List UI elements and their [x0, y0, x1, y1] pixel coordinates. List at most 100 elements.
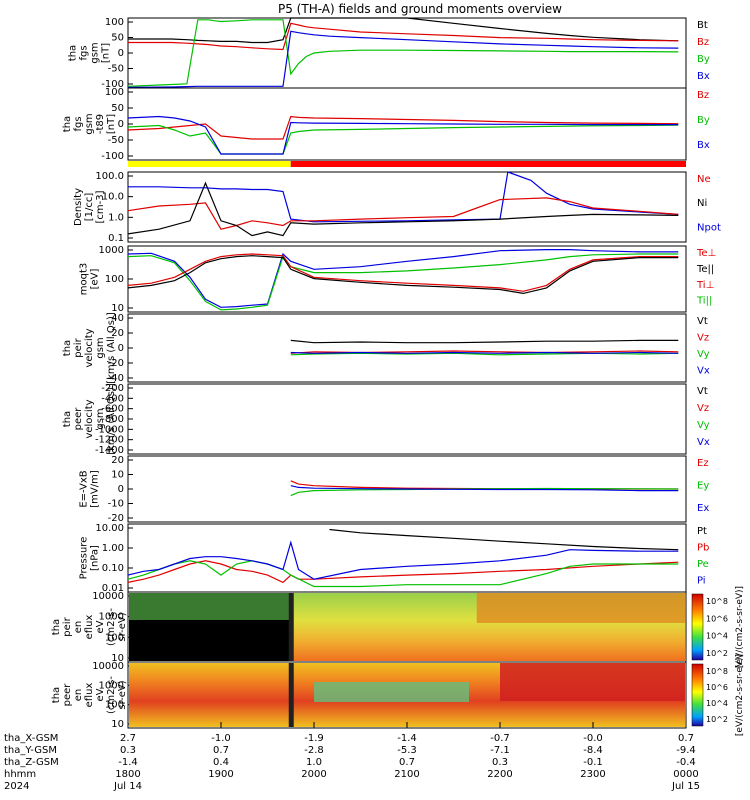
series-Vt: [290, 339, 679, 344]
y-tick-label: -40: [108, 373, 124, 384]
panel-5: thapeervelocitygsm[km/s (All Qs)]-200-40…: [62, 383, 710, 456]
footer-value: 0.4: [213, 757, 229, 768]
legend-Pt: Pt: [697, 526, 707, 537]
y-tick-label: 10000: [92, 591, 124, 602]
y-tick-label: 0: [118, 119, 124, 130]
y-tick-label: -1000: [95, 424, 124, 435]
footer-value: -1.0: [211, 733, 231, 744]
y-tick-label: 50: [111, 33, 124, 44]
legend-By: By: [697, 54, 710, 65]
y-tick-label: 0.1: [108, 233, 124, 244]
footer-value: -5.3: [397, 745, 417, 756]
footer-value: -8.4: [583, 745, 603, 756]
y-tick-label: 0.01: [102, 583, 124, 594]
legend-Vy: Vy: [697, 349, 710, 360]
legend-Ti⊥: Ti⊥: [696, 280, 714, 291]
y-axis-label: Pressure[nPa]: [79, 537, 101, 580]
series-By: [127, 124, 679, 155]
footer-value: -0.0: [583, 733, 603, 744]
colorbar-8: 10^8 10^6 10^4 10^2 [eV/(cm2-s-sr-eV)]: [691, 586, 745, 668]
series-Ne: [127, 197, 679, 230]
y-tick-label: 100: [105, 700, 124, 711]
y-tick-label: 0.10: [102, 563, 124, 574]
footer-row-label: hhmm: [4, 769, 36, 780]
legend-Ez: Ez: [697, 458, 709, 469]
panel-4: thapeirvelocitygsm[km/s (All Qs)]40 20 0 -2…: [62, 312, 710, 384]
panel-frame: [127, 171, 687, 243]
colorbar-tick: 10^2: [706, 649, 728, 658]
legend-Bz: Bz: [697, 37, 709, 48]
panel-7: Pressure[nPa] 10.00 1.00 0.10 0.01 Pt Pb Pe Pi: [79, 523, 710, 594]
footer-value: -1.4: [118, 757, 138, 768]
y-tick-label: 0: [118, 343, 124, 354]
y-tick-label: -1400: [95, 445, 124, 456]
legend-Pe: Pe: [697, 559, 709, 570]
footer-row-label: 2024: [4, 781, 29, 792]
series-Vx: [290, 351, 679, 354]
panel-0: thafgsgsm[nT] 100 50 0 -50 -100 Bt Bz By Bx: [68, 17, 710, 90]
panel-1: thafgsgsm-t89[nT] 100 50 0 -50 -100 Bz By Bx: [62, 87, 710, 162]
y-tick-label: -800: [101, 414, 124, 425]
y-axis-label: E=-VxB[mV/m]: [79, 470, 101, 508]
series-Pe: [127, 560, 679, 588]
series-Bx: [127, 30, 679, 88]
y-tick-label: 10: [111, 470, 124, 481]
footer-value: -0.7: [490, 733, 510, 744]
y-tick-label: 1000: [99, 680, 124, 691]
panel-2: Density[1/cc][cm-3] 100.0 10.0 1.0 0.1 Ne Ni Np…: [73, 171, 721, 244]
y-tick-label: -600: [101, 404, 124, 415]
legend-Te||: Te||: [696, 264, 714, 275]
spectrogram-gap: [129, 620, 290, 661]
panel-3: moqt3[eV] 1000 100 10 Te⊥ Te|| Ti⊥ Ti||: [79, 245, 717, 314]
y-tick-label: 100.0: [95, 171, 124, 182]
series-Pb: [127, 560, 679, 584]
y-tick-label: 1.00: [102, 543, 124, 554]
y-axis-label: thapeirenefluxeV(cm2-s-sr-eV): [51, 608, 128, 646]
legend-Ti||: Ti||: [696, 296, 712, 307]
legend-Te⊥: Te⊥: [696, 248, 716, 259]
colorbar-tick: 10^2: [706, 715, 728, 724]
series-Vz: [290, 350, 679, 354]
panel-9: thapeerenefluxeV(cm2-s-sr-eV) 10000 1000 10…: [51, 661, 687, 730]
y-tick-label: 10000: [92, 661, 124, 672]
panel-frame: [127, 313, 687, 383]
series-Ex: [290, 485, 679, 492]
spectrogram-band: [314, 682, 469, 702]
legend-Ey: Ey: [697, 481, 709, 492]
y-tick-label: 100: [105, 632, 124, 643]
y-axis-label: Density[1/cc][cm-3]: [73, 188, 106, 226]
legend-Ni: Ni: [697, 198, 707, 209]
series-Bz: [128, 22, 679, 51]
footer-value: 0.7: [678, 733, 694, 744]
footer-value: 0.7: [213, 745, 229, 756]
legend-Vt: Vt: [697, 386, 708, 397]
footer-value: -1.4: [397, 733, 417, 744]
series-Ez: [290, 480, 679, 490]
y-tick-label: 10.0: [102, 192, 124, 203]
series-Ti⊥: [127, 249, 679, 308]
footer-row-label: tha_Z-GSM: [4, 757, 59, 768]
y-tick-label: -50: [108, 64, 124, 75]
series-Te⊥: [127, 253, 679, 292]
series-Pt: [329, 528, 679, 551]
colorbar-9: 10^8 10^6 10^4 10^2 [eV/(cm2-s-sr-eV)]: [691, 654, 745, 736]
footer-value: -7.1: [490, 745, 510, 756]
spectrogram-boundary: [288, 593, 294, 661]
colorbar-tick: 10^4: [706, 632, 728, 641]
series-By: [127, 19, 679, 87]
mode-bar-slow: [290, 161, 686, 167]
y-axis-label: thafgsgsm-t89[nT]: [62, 113, 117, 134]
footer-value: 1800: [115, 769, 140, 780]
colorbar-tick: 10^8: [706, 667, 728, 676]
panel-6: E=-VxB[mV/m] 20 10 0 -10 -20 Ez Ey Ex: [79, 455, 710, 524]
footer-value: 0.3: [120, 745, 136, 756]
y-tick-label: -10: [108, 499, 124, 510]
legend-Vx: Vx: [697, 365, 710, 376]
series-Te||: [127, 255, 679, 295]
y-tick-label: 10: [111, 719, 124, 730]
y-tick-label: 10: [111, 303, 124, 314]
y-tick-label: -100: [101, 151, 124, 162]
colorbar-scale: [691, 663, 704, 727]
chart-title: P5 (TH-A) fields and ground moments over…: [278, 2, 562, 16]
legend-Vz: Vz: [697, 403, 709, 414]
